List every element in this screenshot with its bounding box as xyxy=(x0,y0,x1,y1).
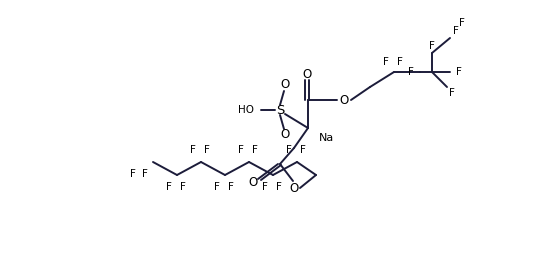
Text: F: F xyxy=(429,41,435,51)
Text: F: F xyxy=(449,88,455,98)
Text: F: F xyxy=(286,145,292,155)
Text: S: S xyxy=(276,103,284,116)
Text: O: O xyxy=(339,93,348,106)
Text: O: O xyxy=(289,182,299,195)
Text: HO: HO xyxy=(238,105,254,115)
Text: F: F xyxy=(276,182,282,192)
Text: F: F xyxy=(383,57,389,67)
Text: O: O xyxy=(281,129,289,142)
Text: F: F xyxy=(456,67,462,77)
Text: O: O xyxy=(281,78,289,92)
Text: F: F xyxy=(300,145,306,155)
Text: F: F xyxy=(204,145,210,155)
Text: F: F xyxy=(408,67,414,77)
Text: F: F xyxy=(453,26,459,36)
Text: F: F xyxy=(459,18,465,28)
Text: O: O xyxy=(302,68,312,81)
Text: Na: Na xyxy=(319,133,335,143)
Text: F: F xyxy=(252,145,258,155)
Text: F: F xyxy=(214,182,220,192)
Text: F: F xyxy=(130,169,136,179)
Text: F: F xyxy=(180,182,186,192)
Text: F: F xyxy=(190,145,196,155)
Text: F: F xyxy=(397,57,403,67)
Text: F: F xyxy=(142,169,148,179)
Text: F: F xyxy=(238,145,244,155)
Text: F: F xyxy=(228,182,234,192)
Text: F: F xyxy=(262,182,268,192)
Text: F: F xyxy=(166,182,172,192)
Text: O: O xyxy=(248,177,258,190)
